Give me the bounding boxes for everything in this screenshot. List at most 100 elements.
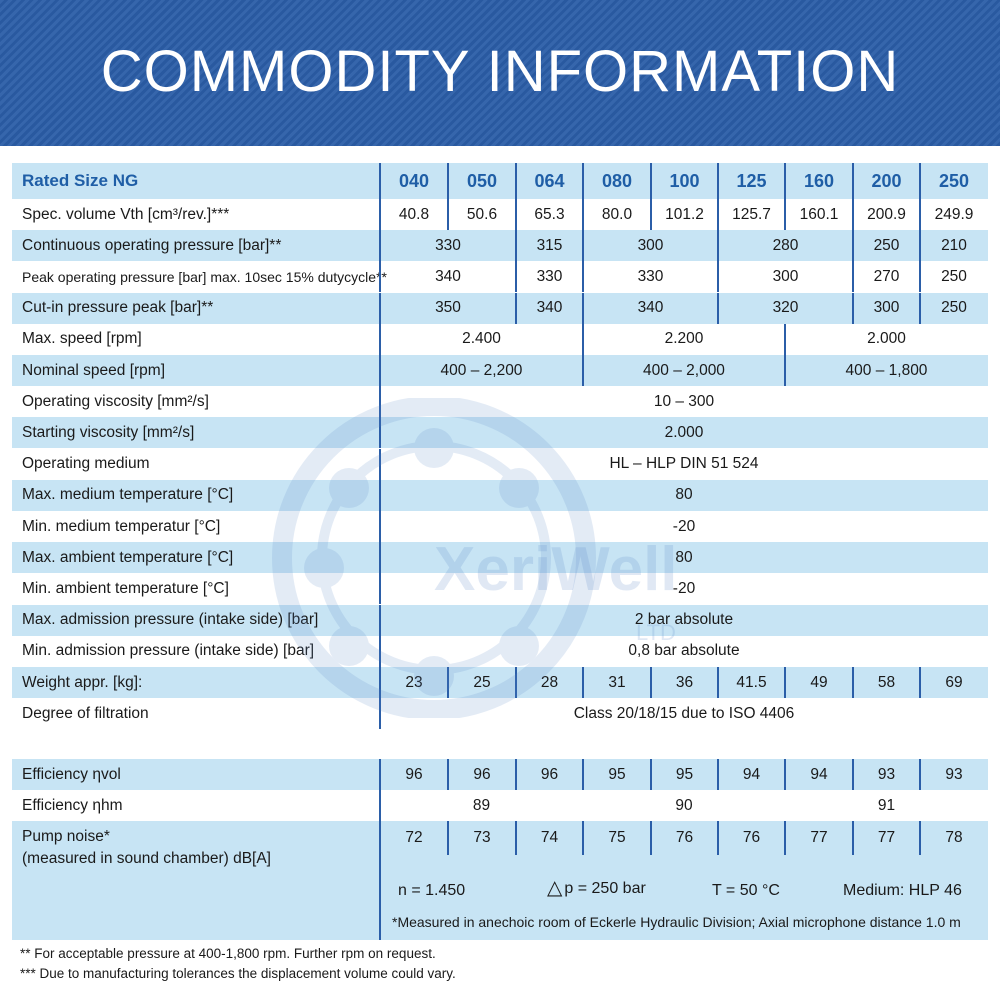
page-title: COMMODITY INFORMATION (100, 38, 900, 104)
column-divider (717, 230, 719, 262)
spec-row: Continuous operating pressure [bar]** 330… (12, 230, 988, 262)
column-divider (447, 759, 449, 790)
value-cell: 28 (540, 673, 559, 691)
column-divider (784, 667, 786, 698)
value-cell: 93 (945, 765, 963, 783)
value-cell: 41.5 (736, 673, 767, 691)
value-cell: 23 (405, 673, 423, 691)
row-label: Peak operating pressure [bar] max. 10sec… (22, 268, 387, 285)
value-cell: 330 (536, 267, 563, 285)
size-header: 100 (669, 170, 700, 191)
row-label: Min. medium temperatur [°C] (22, 517, 221, 535)
column-divider (582, 759, 584, 790)
header-row: Rated Size NG 040 050 064 080 100 125 160 200 250 (12, 163, 988, 199)
value-cell: 250 (941, 267, 967, 285)
value-cell: 210 (941, 236, 967, 254)
row-label: Efficiency ηvol (22, 765, 121, 783)
value-cell: 2.400 (462, 330, 501, 348)
value-cell: 300 (873, 299, 900, 317)
value-cell: 340 (536, 299, 563, 317)
column-divider (717, 667, 719, 698)
column-divider (852, 821, 854, 855)
row-label-sub: (measured in sound chamber) dB[A] (22, 849, 271, 867)
column-divider (379, 573, 381, 605)
footnote-1: ** For acceptable pressure at 400-1,800 … (20, 946, 436, 961)
condition-speed: n = 1.450 (398, 882, 466, 899)
column-divider (582, 163, 584, 199)
column-divider (717, 759, 719, 790)
column-divider (379, 292, 381, 324)
column-divider (379, 667, 381, 698)
row-label: Pump noise* (22, 827, 110, 845)
spec-row: Min. ambient temperature [°C] -20 (12, 573, 988, 605)
column-divider (515, 199, 517, 230)
spec-row: Degree of filtration Class 20/18/15 due t… (12, 698, 988, 730)
column-divider (582, 230, 584, 262)
column-divider (852, 261, 854, 293)
column-divider (379, 417, 381, 449)
value-cell: 93 (877, 765, 896, 783)
delta-icon: △ (547, 877, 563, 899)
efficiency-vol-row: Efficiency ηvol 96 96 96 95 95 94 94 93 93 (12, 759, 988, 790)
value-cell: 320 (772, 299, 799, 317)
column-divider (379, 698, 381, 730)
column-divider (379, 323, 381, 355)
value-cell: 300 (637, 236, 664, 254)
value-cell: 49 (810, 673, 828, 691)
value-cell: 90 (675, 796, 693, 814)
column-divider (919, 759, 921, 790)
column-divider (379, 542, 381, 574)
column-divider (852, 292, 854, 324)
condition-pressure-text: p = 250 bar (564, 880, 646, 897)
column-divider (650, 821, 652, 855)
value-cell: 250 (873, 236, 900, 254)
value-cell: 125.7 (732, 205, 771, 223)
column-divider (919, 163, 921, 199)
value-cell: 95 (675, 765, 694, 783)
value-cell: 330 (435, 236, 461, 254)
row-label: Max. medium temperature [°C] (22, 486, 234, 504)
row-label: Degree of filtration (22, 704, 149, 722)
column-divider (919, 821, 921, 855)
spec-row: Weight appr. [kg]: 23 25 28 31 36 41.5 49 58 69 (12, 667, 988, 698)
spec-row: Cut-in pressure peak [bar]** 350 340 340 320… (12, 292, 988, 324)
value-cell: 400 – 1,800 (845, 361, 928, 379)
column-divider (379, 511, 381, 542)
column-divider (447, 821, 449, 855)
value-cell: 25 (473, 673, 491, 691)
value-cell: 78 (945, 829, 963, 846)
column-divider (852, 163, 854, 199)
value-cell: 350 (435, 299, 461, 317)
column-divider (784, 759, 786, 790)
column-divider (379, 386, 381, 418)
column-divider (919, 199, 921, 230)
column-divider (379, 479, 381, 511)
row-label: Min. admission pressure (intake side) [b… (22, 642, 315, 660)
column-divider (717, 292, 719, 324)
spec-row: Min. medium temperatur [°C] -20 (12, 511, 988, 542)
row-label: Operating viscosity [mm²/s] (22, 392, 209, 410)
column-divider (582, 261, 584, 293)
value-cell: Class 20/18/15 due to ISO 4406 (573, 704, 795, 722)
value-cell: HL – HLP DIN 51 524 (609, 455, 759, 473)
value-cell: 10 – 300 (653, 392, 715, 410)
row-label: Cut-in pressure peak [bar]** (22, 299, 214, 317)
pump-noise-row: Pump noise* (measured in sound chamber) … (12, 821, 988, 940)
column-divider (919, 292, 921, 324)
column-divider (582, 323, 584, 355)
value-cell: -20 (672, 579, 696, 597)
value-cell: 400 – 2,000 (643, 361, 725, 379)
value-cell: 73 (473, 829, 491, 846)
row-label: Weight appr. [kg]: (22, 673, 143, 691)
size-header: 040 (398, 170, 430, 191)
column-divider (379, 604, 381, 636)
column-divider (717, 821, 719, 855)
value-cell: 77 (810, 829, 828, 846)
condition-temperature: T = 50 °C (712, 882, 780, 899)
column-divider (582, 821, 584, 855)
column-divider (582, 667, 584, 698)
spec-row: Min. admission pressure (intake side) [b… (12, 635, 988, 667)
size-header: 050 (466, 170, 498, 191)
column-divider (650, 163, 652, 199)
value-cell: 31 (608, 673, 626, 691)
